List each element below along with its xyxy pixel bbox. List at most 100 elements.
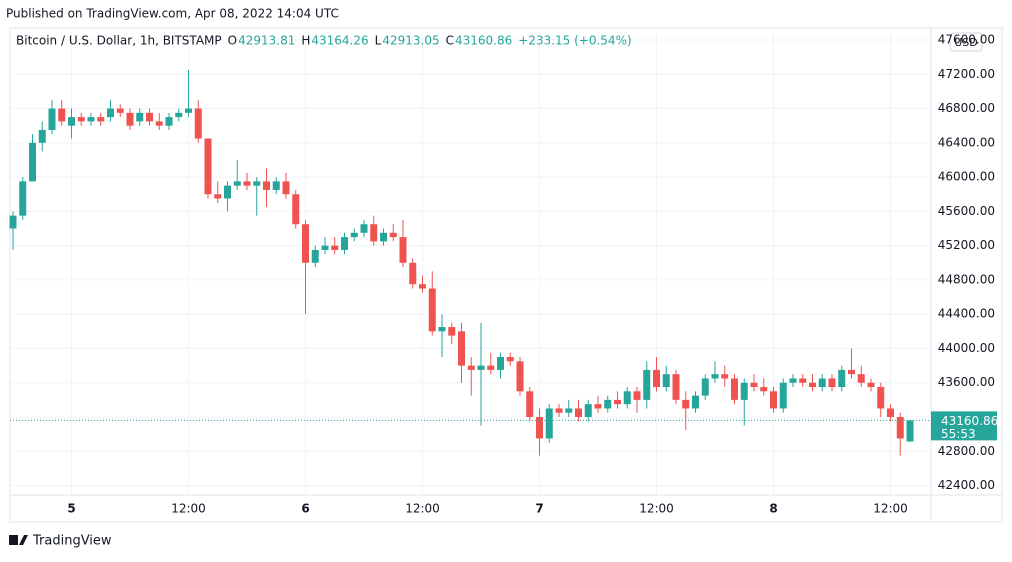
candle-body: [692, 395, 699, 409]
candle-body: [662, 374, 670, 388]
x-tick-label: 5: [67, 502, 75, 516]
currency-badge[interactable]: [949, 32, 983, 52]
candle-body: [38, 129, 46, 143]
logo: [9, 535, 28, 545]
y-tick-label: 46800.00: [938, 101, 995, 115]
last-price-badge: [931, 411, 997, 441]
candle-body: [331, 245, 339, 250]
legend-key: O: [228, 34, 237, 48]
legend-key: C: [446, 34, 454, 48]
candle-body: [116, 108, 124, 113]
y-tick-label: 44000.00: [938, 341, 995, 355]
candle-body: [516, 361, 524, 392]
candle-body: [399, 237, 407, 263]
y-tick-label: 43600.00: [938, 375, 995, 389]
candle-body: [643, 369, 651, 400]
candle-body: [224, 185, 231, 199]
candle-body: [770, 391, 777, 409]
candle-body: [584, 404, 592, 418]
candle-body: [282, 181, 290, 195]
candle-body: [896, 417, 904, 439]
legend-change: +233.15 (+0.54%): [518, 34, 631, 48]
legend-value: 43160.86: [455, 34, 512, 48]
candle-body: [409, 262, 417, 285]
candle-body: [126, 112, 134, 126]
candle-body: [58, 108, 66, 122]
y-tick-label: 44800.00: [938, 272, 995, 286]
candle-body: [292, 194, 300, 225]
candle-body: [594, 404, 602, 409]
candle-body: [243, 181, 251, 186]
candle-body: [565, 408, 573, 413]
y-tick-label: 44400.00: [938, 307, 995, 321]
candle-body: [29, 142, 36, 182]
candle-body: [877, 387, 885, 409]
candle-body: [214, 194, 222, 199]
x-tick-label: 12:00: [171, 502, 206, 516]
candle-body: [828, 378, 836, 388]
candle-body: [867, 382, 875, 388]
candle-body: [87, 117, 95, 122]
candle-body: [419, 284, 426, 289]
candle-body: [497, 357, 504, 370]
candle-body: [711, 374, 719, 379]
candle-body: [165, 117, 173, 126]
candle-body: [428, 288, 436, 332]
x-tick-label: 7: [535, 502, 543, 516]
y-tick-label: 45200.00: [938, 238, 995, 252]
candle-body: [789, 378, 797, 383]
legend-value: 42913.81: [238, 34, 295, 48]
candle-body: [614, 399, 621, 405]
candle-body: [653, 369, 660, 388]
candle-body: [146, 112, 153, 122]
candle-body: [438, 327, 446, 332]
candle-body: [604, 399, 612, 409]
frame: [9, 27, 1003, 523]
y-tick-label: 46000.00: [938, 170, 995, 184]
candle-body: [887, 408, 894, 418]
candle-body: [360, 224, 368, 233]
x-tick-label: 12:00: [639, 502, 674, 516]
candle-body: [721, 374, 729, 379]
candle-body: [740, 382, 748, 400]
candle-body: [545, 408, 553, 439]
symbol-title: Bitcoin / U.S. Dollar, 1h, BITSTAMP: [16, 34, 222, 48]
candle-body: [633, 391, 641, 400]
candle-body: [350, 232, 358, 238]
candle-body: [155, 121, 163, 126]
candle-body: [175, 112, 183, 118]
candle-body: [341, 237, 348, 250]
candle-body: [779, 382, 787, 409]
candle-body: [48, 108, 56, 130]
footer-brand: TradingView: [32, 534, 112, 549]
candle-body: [526, 391, 534, 418]
x-tick-label: 12:00: [873, 502, 908, 516]
y-tick-label: 47600.00: [938, 32, 995, 46]
candle-body: [370, 224, 378, 242]
candle-body: [623, 391, 631, 405]
candle-body: [682, 399, 690, 409]
candle-body: [857, 374, 865, 383]
candle-body: [185, 108, 192, 113]
ohlc-legend: O 42913.81 H 43164.26 L 42913.05 C 43160.86 +233…: [228, 34, 632, 48]
y-tick-label: 47200.00: [938, 67, 995, 81]
candle-body: [311, 249, 319, 263]
x-tick-label: 8: [769, 502, 777, 516]
candle-body: [458, 331, 465, 366]
currency: USD: [954, 36, 978, 49]
y-tick-label: 42800.00: [938, 444, 995, 458]
legend-key: H: [301, 34, 310, 48]
y-tick-label: 45600.00: [938, 204, 995, 218]
candle-body: [477, 365, 485, 370]
candle-body: [380, 232, 387, 242]
candle-body: [448, 327, 456, 336]
candle-body: [97, 117, 105, 122]
candle-body: [321, 245, 329, 250]
legend-value: 43164.26: [311, 34, 368, 48]
y-tick-label: 42400.00: [938, 478, 995, 492]
candle-body: [809, 382, 816, 388]
candle-body: [272, 181, 280, 190]
candle-body: [194, 108, 202, 139]
candle-body: [848, 369, 855, 375]
